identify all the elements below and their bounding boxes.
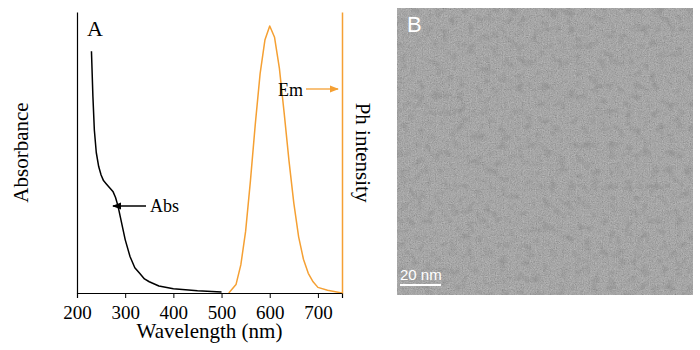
x-axis-title: Wavelength (nm) [137, 319, 283, 343]
y-axis-title: Absorbance [9, 102, 33, 202]
tem-image: B 20 nm [397, 8, 693, 295]
page: html, body { margin: 0; padding: 0; back… [0, 0, 700, 350]
scale-bar [400, 284, 441, 286]
annotation-arrow [306, 88, 338, 89]
series-line [229, 26, 342, 293]
x-tick-label: 700 [304, 302, 333, 323]
series-line [91, 51, 221, 292]
y-axis [77, 13, 78, 294]
plot-area [91, 26, 342, 293]
panel-label: A [87, 16, 103, 41]
x-tick-label: 200 [63, 302, 92, 323]
x-tick-mark [77, 293, 78, 298]
image-grain [397, 8, 693, 295]
x-tick: 200 [63, 293, 92, 323]
panel-label: B [407, 12, 422, 37]
annotation-arrow [113, 205, 146, 206]
page-body: {"chart_data": {"type": "line", "title":… [0, 0, 700, 350]
y2-axis-line [342, 13, 344, 294]
x-tick-mark [318, 293, 319, 298]
image-background [397, 8, 693, 295]
x-tick-mark [173, 293, 174, 298]
series-label: Em [278, 80, 303, 100]
figure: 200300400500600700AbsEmAWavelength (nm)A… [0, 0, 700, 350]
x-axis-line [78, 294, 343, 299]
series-annotation: Abs [113, 196, 179, 216]
series-label: Abs [150, 196, 179, 216]
x-tick: 700 [304, 293, 333, 323]
y-axis-line [77, 13, 78, 294]
x-tick-mark [222, 293, 223, 298]
x-tick-mark [125, 293, 126, 298]
image-particles [397, 8, 693, 295]
y2-axis-title: Ph intensity [351, 103, 375, 203]
x-tick-mark [270, 293, 271, 298]
series-annotation: Em [278, 80, 338, 100]
scale-bar-label: 20 nm [400, 266, 442, 283]
y2-axis [342, 13, 343, 294]
